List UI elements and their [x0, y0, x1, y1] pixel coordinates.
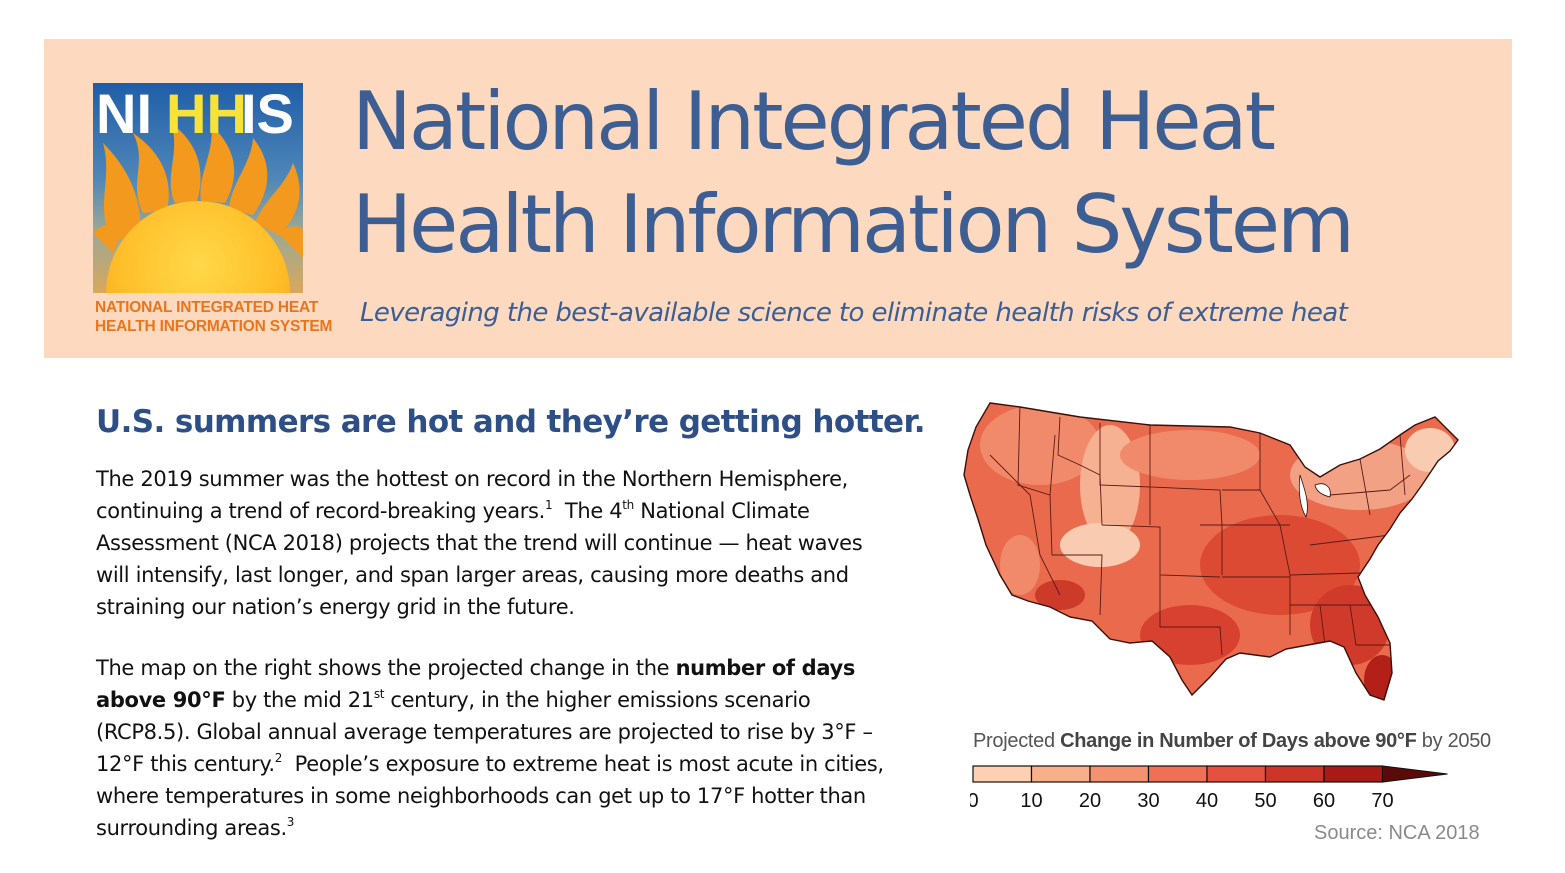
colorbar-segment: [1089, 765, 1150, 783]
paragraph-map-description: The map on the right shows the projected…: [96, 652, 936, 844]
colorbar: 0 10 20 30 40 50 60 70: [967, 764, 1455, 824]
colorbar-tick-label: 10: [1020, 790, 1042, 812]
colorbar-segment: [1323, 765, 1384, 783]
paragraph-intro: The 2019 summer was the hottest on recor…: [96, 463, 936, 623]
footnote-ref: 2: [274, 751, 283, 765]
colorbar-tick-label: 70: [1371, 790, 1393, 812]
colorbar-tick-label: 20: [1079, 790, 1101, 812]
text-line: surrounding areas.3: [96, 815, 295, 840]
text-line: where temperatures in some neighborhoods…: [96, 784, 866, 808]
legend-title: Projected Change in Number of Days above…: [973, 730, 1491, 752]
footnote-ref: 1: [544, 498, 553, 512]
text-line: Assessment (NCA 2018) projects that the …: [96, 531, 863, 555]
us-heat-map: [960, 395, 1465, 710]
colorbar-segment: [1264, 765, 1325, 783]
source-credit: Source: NCA 2018: [1314, 822, 1480, 844]
logo-caption: NATIONAL INTEGRATED HEAT HEALTH INFORMAT…: [95, 298, 333, 336]
superscript: st: [373, 687, 385, 701]
colorbar-segment: [972, 765, 1033, 783]
logo-caption-line: HEALTH INFORMATION SYSTEM: [95, 318, 333, 335]
text-line: will intensify, last longer, and span la…: [96, 563, 849, 587]
colorbar-segment: [1206, 765, 1267, 783]
footnote-ref: 3: [286, 815, 295, 829]
page-title: National Integrated Heat Health Informat…: [352, 70, 1355, 276]
nihhis-logo: NI HH IS: [93, 83, 303, 293]
text-line: The map on the right shows the projected…: [96, 656, 856, 680]
colorbar-tick-label: 40: [1196, 790, 1218, 812]
superscript: th: [622, 498, 634, 512]
text-line: straining our nation’s energy grid in th…: [96, 595, 575, 619]
text-line: 12°F this century.2 People’s exposure to…: [96, 751, 884, 776]
colorbar-tick-label: 30: [1137, 790, 1159, 812]
colorbar-segment: [1147, 765, 1208, 783]
colorbar-extend-arrow: [1382, 765, 1448, 783]
logo-caption-line: NATIONAL INTEGRATED HEAT: [95, 299, 319, 316]
logo-letters-ni: NI: [96, 83, 152, 145]
text-line: (RCP8.5). Global annual average temperat…: [96, 720, 873, 744]
logo-letters-is: IS: [241, 83, 294, 145]
colorbar-segment: [1030, 765, 1091, 783]
section-heading: U.S. summers are hot and they’re getting…: [96, 404, 926, 440]
title-line: National Integrated Heat: [352, 75, 1276, 168]
colorbar-tick-label: 0: [970, 790, 979, 812]
tagline: Leveraging the best-available science to…: [360, 298, 1348, 328]
text-line: The 2019 summer was the hottest on recor…: [96, 467, 849, 491]
text-line: above 90°F by the mid 21st century, in t…: [96, 687, 811, 712]
colorbar-tick-label: 60: [1313, 790, 1335, 812]
title-line: Health Information System: [352, 178, 1355, 271]
logo-letters-hh: HH: [166, 83, 247, 145]
text-line: continuing a trend of record-breaking ye…: [96, 498, 810, 523]
colorbar-tick-label: 50: [1254, 790, 1276, 812]
